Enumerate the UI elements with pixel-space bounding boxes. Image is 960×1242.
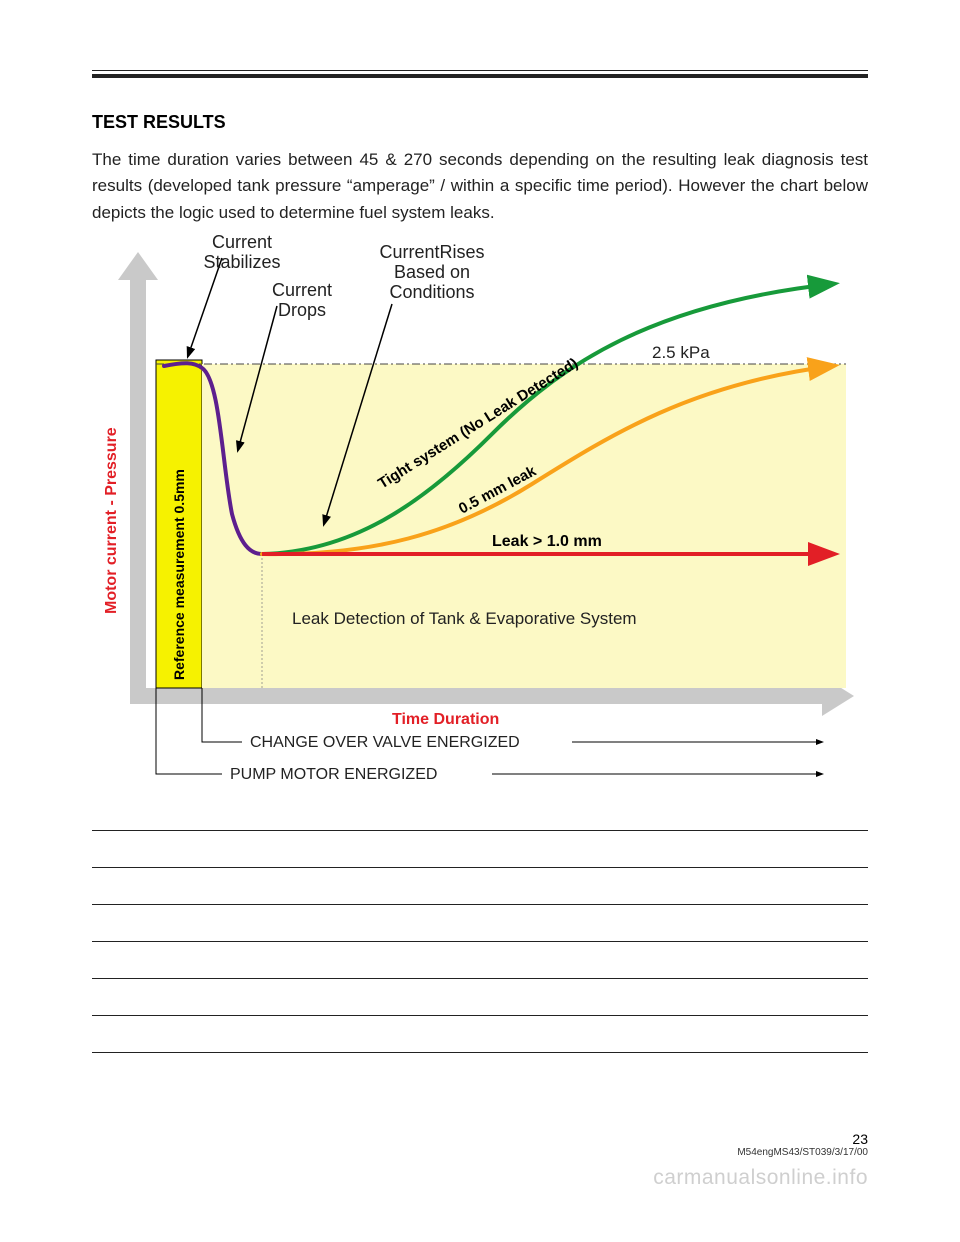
svg-text:PUMP MOTOR ENERGIZED: PUMP MOTOR ENERGIZED — [230, 766, 437, 783]
svg-text:2.5 kPa: 2.5 kPa — [652, 343, 710, 362]
svg-text:Current: Current — [212, 234, 272, 252]
svg-text:Leak Detection of Tank & Evapo: Leak Detection of Tank & Evaporative Sys… — [292, 609, 637, 628]
svg-text:Stabilizes: Stabilizes — [203, 252, 280, 272]
svg-text:CurrentRises: CurrentRises — [379, 242, 484, 262]
svg-text:Current: Current — [272, 280, 332, 300]
page: TEST RESULTS The time duration varies be… — [0, 0, 960, 1242]
svg-text:CHANGE OVER VALVE ENERGIZED: CHANGE OVER VALVE ENERGIZED — [250, 734, 520, 751]
top-thin-rule — [92, 70, 868, 71]
watermark: carmanualsonline.info — [653, 1166, 868, 1190]
section-heading: TEST RESULTS — [92, 112, 868, 133]
svg-text:Based on: Based on — [394, 262, 470, 282]
chart-svg: Motor current - Pressure Time Duration Ref… — [92, 234, 868, 794]
intro-paragraph: The time duration varies between 45 & 27… — [92, 147, 868, 226]
svg-text:Motor current - Pressure: Motor current - Pressure — [103, 427, 120, 614]
note-lines — [92, 830, 868, 1053]
page-number: 23 — [737, 1131, 868, 1147]
top-thick-rule — [92, 74, 868, 78]
svg-text:Time Duration: Time Duration — [392, 711, 499, 728]
svg-text:Reference measurement 0.5mm: Reference measurement 0.5mm — [171, 469, 187, 680]
page-footer: 23 M54engMS43/ST039/3/17/00 — [737, 1131, 868, 1158]
svg-text:Drops: Drops — [278, 300, 326, 320]
svg-text:Conditions: Conditions — [389, 282, 474, 302]
doc-code: M54engMS43/ST039/3/17/00 — [737, 1147, 868, 1158]
svg-text:Leak > 1.0 mm: Leak > 1.0 mm — [492, 533, 602, 550]
leak-detection-chart: Motor current - Pressure Time Duration Ref… — [92, 234, 868, 794]
